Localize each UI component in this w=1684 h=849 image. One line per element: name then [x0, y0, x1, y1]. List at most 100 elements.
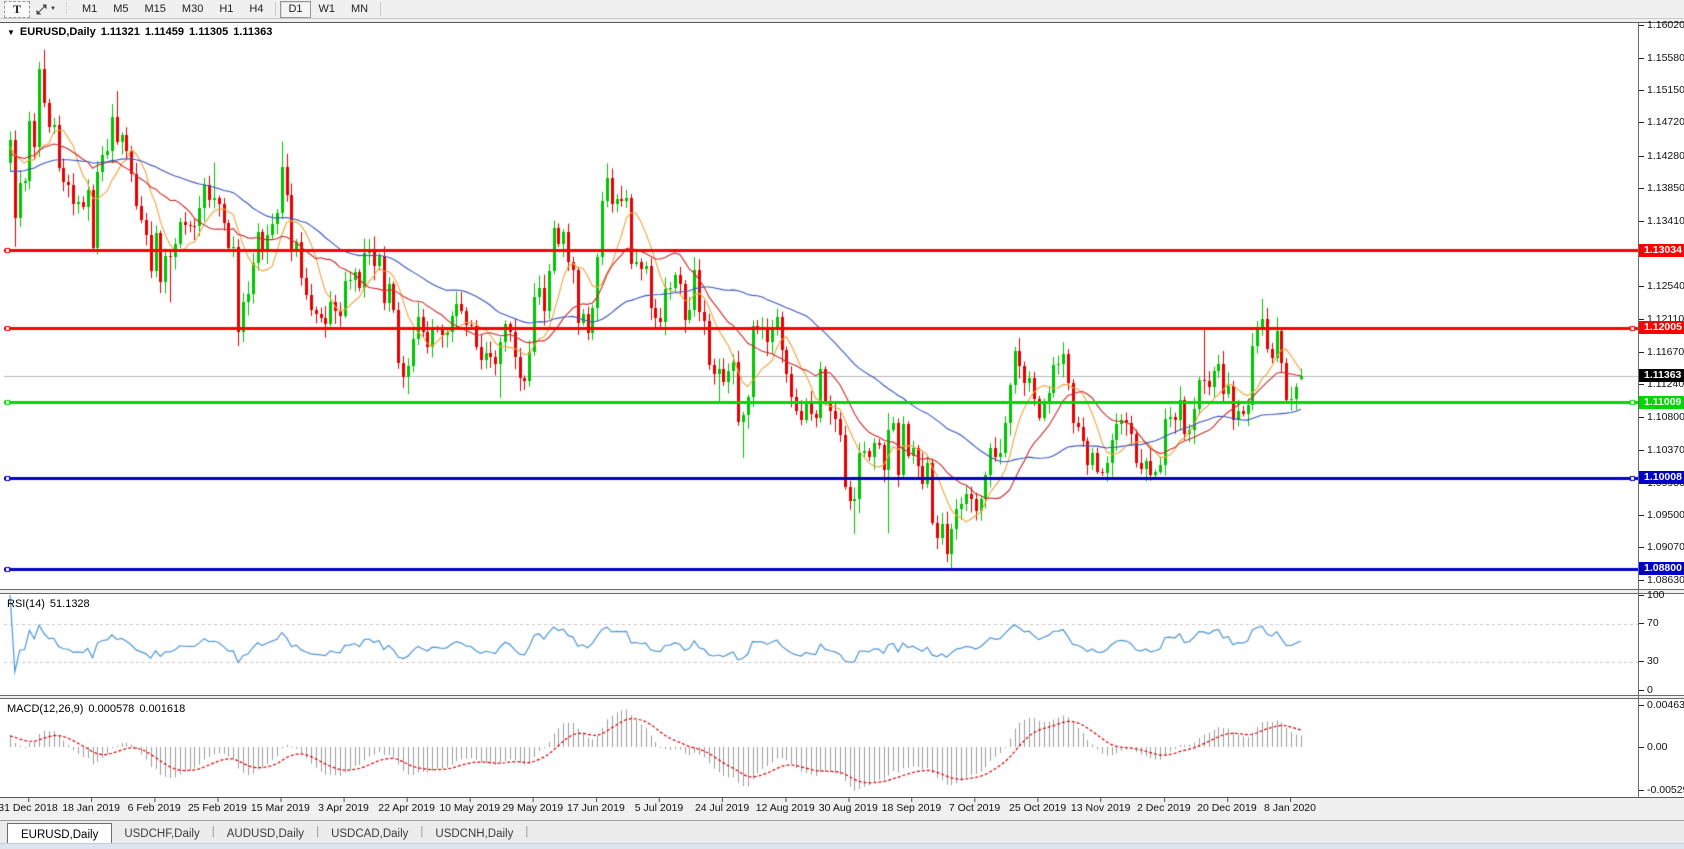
time-axis-label: 3 Apr 2019	[318, 798, 369, 814]
timeframe-button-mn[interactable]: MN	[351, 3, 369, 15]
macd-panel-top-border	[0, 698, 1684, 699]
timeframe-bar: M1 M5 M15 M30 H1 H4 D1 W1 MN	[74, 0, 385, 18]
tab-separator: |	[525, 825, 529, 838]
time-axis-label: 30 Aug 2019	[818, 798, 878, 814]
chart-tab-eurusd[interactable]: EURUSD,Daily	[7, 823, 113, 845]
timeframe-button-h4[interactable]: H4	[249, 3, 264, 15]
toolbar: T ▼ M1 M5 M15 M30 H1 H4 D1 W1 MN	[0, 0, 1684, 19]
price-axis-tick: 1.16020	[1639, 19, 1684, 32]
tab-separator: |	[316, 825, 320, 838]
hline-price-label: 1.11009	[1639, 395, 1684, 409]
current-price-label: 1.11363	[1639, 369, 1684, 383]
price-axis-tick: 1.13410	[1639, 215, 1684, 228]
time-axis-label: 22 Apr 2019	[378, 798, 435, 814]
ohlc-close: 1.11363	[233, 26, 273, 38]
timeframe-button-m30[interactable]: M30	[181, 3, 204, 15]
rsi-scale-tick: 70	[1639, 617, 1659, 630]
chart-top-border	[0, 22, 1684, 23]
time-scale[interactable]: 31 Dec 2018 18 Jan 2019 6 Feb 2019 25 Feb 2…	[0, 798, 1684, 820]
hline-price-label: 1.08800	[1639, 562, 1684, 576]
chart-tab-bar: EURUSD,Daily USDCHF,Daily | AUDUSD,Daily | US…	[0, 820, 1684, 845]
time-axis-label: 18 Jan 2019	[62, 798, 120, 814]
chart-tab-audusd[interactable]: AUDUSD,Daily	[226, 828, 305, 840]
price-axis-tick: 1.12540	[1639, 280, 1684, 293]
time-axis-label: 25 Oct 2019	[1008, 798, 1067, 814]
price-axis-tick: 1.08630	[1639, 574, 1684, 587]
panel-separator[interactable]	[0, 696, 1684, 698]
price-axis-tick: 1.09500	[1639, 509, 1684, 522]
timeframe-button-m5[interactable]: M5	[113, 3, 129, 15]
time-axis-label: 18 Sep 2019	[881, 798, 942, 814]
time-axis-label: 10 May 2019	[439, 798, 501, 814]
price-axis-tick: 1.15580	[1639, 52, 1684, 65]
hline-price-label: 1.13034	[1639, 243, 1684, 257]
rsi-canvas[interactable]	[4, 594, 1638, 695]
macd-canvas[interactable]	[4, 699, 1638, 797]
price-axis-tick: 1.14280	[1639, 150, 1684, 163]
time-axis-label: 29 May 2019	[502, 798, 564, 814]
time-axis-label: 15 Mar 2019	[250, 798, 310, 814]
macd-scale-tick: -0.005299	[1639, 784, 1684, 797]
price-axis-tick: 1.11670	[1639, 346, 1684, 359]
chart-tab-usdcnh[interactable]: USDCNH,Daily	[435, 828, 514, 840]
price-axis-tick: 1.10370	[1639, 444, 1684, 457]
timeframe-button-w1[interactable]: W1	[318, 3, 336, 15]
dropdown-caret-icon[interactable]: ▼	[50, 6, 56, 12]
time-axis-label: 13 Nov 2019	[1070, 798, 1131, 814]
time-axis-label: 20 Dec 2019	[1197, 798, 1257, 814]
text-tool-button[interactable]: T	[4, 0, 30, 18]
macd-panel-bottom-border	[0, 797, 1684, 798]
tab-separator: |	[420, 825, 424, 838]
time-axis-label: 12 Aug 2019	[755, 798, 815, 814]
toolbar-divider	[275, 2, 277, 16]
toolbar-divider	[380, 2, 382, 16]
chart-tab-usdchf[interactable]: USDCHF,Daily	[124, 828, 200, 840]
time-axis-label: 24 Jul 2019	[694, 798, 750, 814]
price-axis-tick: 1.10800	[1639, 411, 1684, 424]
chart-tab-usdcad[interactable]: USDCAD,Daily	[331, 828, 409, 840]
chart-dropdown-icon[interactable]: ▼	[7, 27, 15, 37]
rsi-label: RSI(14) 51.1328	[7, 598, 90, 610]
ohlc-low: 1.11305	[189, 26, 229, 38]
chart-symbol-label: EURUSD,Daily	[19, 26, 96, 38]
hline-price-label: 1.10008	[1639, 471, 1684, 485]
rsi-panel-bottom-border	[0, 695, 1684, 696]
macd-scale-tick: 0.00463	[1639, 699, 1684, 712]
timeframe-button-m1[interactable]: M1	[81, 3, 98, 15]
rsi-scale-tick: 0	[1639, 684, 1653, 697]
ohlc-high: 1.11459	[144, 26, 185, 38]
panel-separator[interactable]	[0, 590, 1684, 593]
time-axis-label: 8 Jan 2020	[1264, 798, 1316, 814]
time-axis-label: 25 Feb 2019	[187, 798, 247, 814]
main-panel-bottom-border	[0, 589, 1684, 590]
price-axis-tick: 1.13850	[1639, 182, 1684, 195]
time-axis-label: 5 Jul 2019	[634, 798, 684, 814]
price-scale-border	[1638, 22, 1639, 798]
cursor-tools-button[interactable]: ▼	[32, 2, 59, 17]
hline-price-label: 1.12005	[1639, 321, 1684, 335]
tab-separator: |	[211, 825, 215, 838]
window-bottom-strip	[0, 843, 1684, 849]
macd-scale-tick: 0.00	[1639, 741, 1667, 754]
time-axis-label: 2 Dec 2019	[1136, 798, 1191, 814]
time-axis-label: 31 Dec 2018	[0, 798, 58, 814]
ohlc-open: 1.11321	[100, 26, 140, 38]
rsi-scale-tick: 30	[1639, 655, 1659, 668]
toolbar-grip[interactable]	[64, 3, 69, 15]
price-chart-canvas[interactable]	[4, 23, 1638, 589]
price-axis-tick: 1.09070	[1639, 541, 1684, 554]
time-axis-label: 6 Feb 2019	[127, 798, 181, 814]
chart-title: ▼ EURUSD,Daily 1.11321 1.11459 1.11305 1…	[7, 26, 272, 38]
time-axis-label: 17 Jun 2019	[566, 798, 625, 814]
macd-label: MACD(12,26,9) 0.000578 0.001618	[7, 703, 186, 715]
timeframe-button-h1[interactable]: H1	[219, 3, 234, 15]
diagonal-arrows-icon	[36, 4, 47, 14]
rsi-panel-top-border	[0, 593, 1684, 594]
rsi-scale-tick: 100	[1639, 589, 1665, 602]
price-axis-tick: 1.15150	[1639, 84, 1684, 97]
timeframe-button-d1[interactable]: D1	[280, 0, 311, 18]
price-axis-tick: 1.14720	[1639, 116, 1684, 129]
timeframe-button-m15[interactable]: M15	[144, 3, 166, 15]
time-axis-label: 7 Oct 2019	[948, 798, 1001, 814]
